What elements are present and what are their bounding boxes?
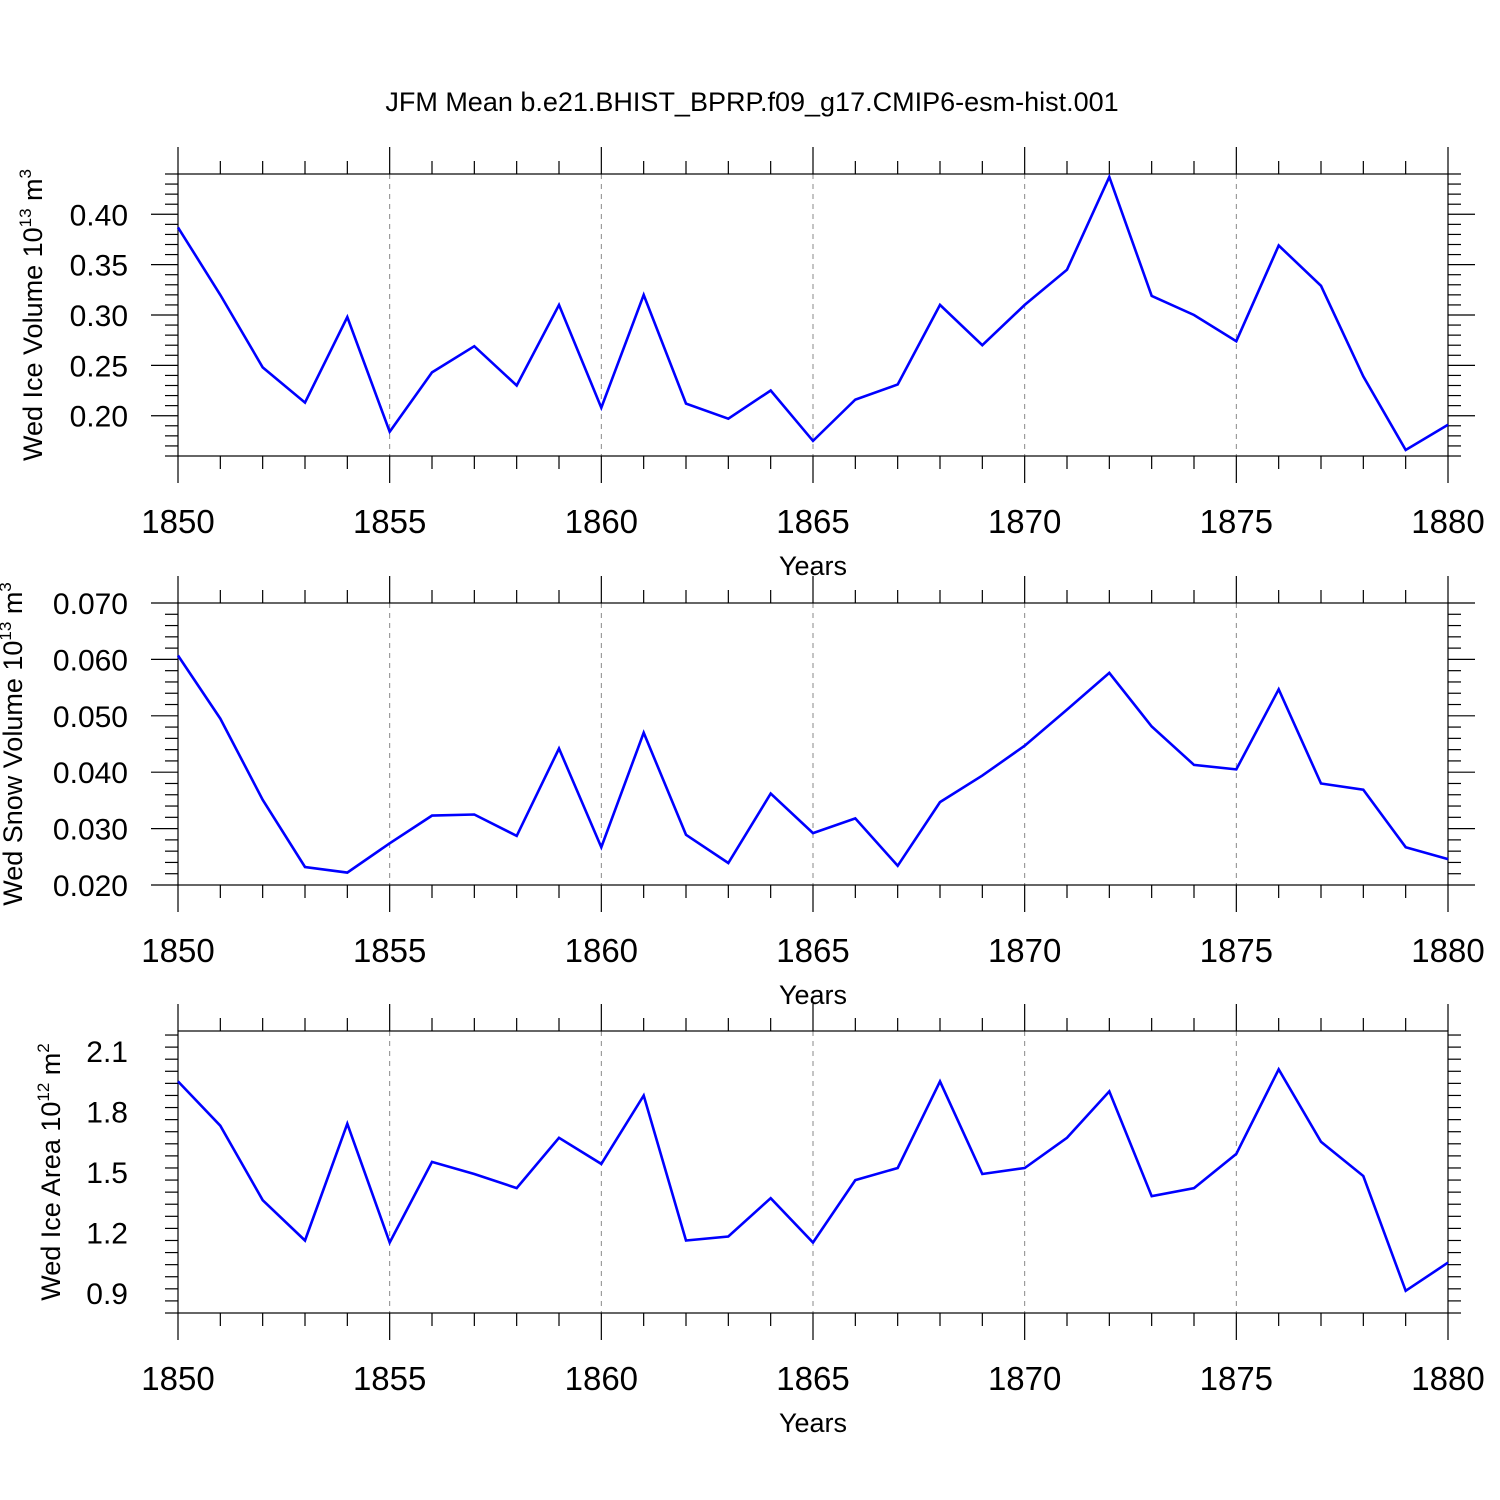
y-tick-label: 0.030 [53,814,128,847]
y-tick-label: 0.070 [53,588,128,621]
y-axis-title: Wed Snow Volume 1013 m3 [0,582,28,906]
x-axis-title: Years [779,1408,847,1438]
chart-panel-2: 0.020 0.030 0.040 0.050 0.060 0.070 1850 1855 18… [0,576,1485,1010]
x-tick-label: 1860 [565,932,638,969]
x-tick-label: 1860 [565,1360,638,1397]
x-tick-label: 1880 [1411,1360,1484,1397]
x-tick-label: 1875 [1200,503,1273,540]
y-tick-label: 0.050 [53,701,128,734]
y-axis-title-exponent: 13 [0,622,15,641]
x-tick-label: 1850 [141,503,214,540]
y-tick-label: 0.25 [70,350,128,383]
y-axis-title-unit-exponent: 3 [16,169,35,178]
y-tick-label: 0.060 [53,644,128,677]
y-tick-label: 1.5 [86,1157,128,1190]
y-axis-title-unit: m [0,592,28,622]
x-tick-label: 1855 [353,932,426,969]
y-tick-label: 0.9 [86,1278,128,1311]
x-tick-label: 1880 [1411,503,1484,540]
chart-title: JFM Mean b.e21.BHIST_BPRP.f09_g17.CMIP6-… [385,87,1118,117]
x-tick-label: 1850 [141,1360,214,1397]
x-tick-label: 1865 [776,1360,849,1397]
y-tick-label: 1.8 [86,1097,128,1130]
x-tick-label: 1860 [565,503,638,540]
x-tick-label: 1870 [988,932,1061,969]
y-tick-label: 0.30 [70,300,128,333]
x-tick-label: 1855 [353,503,426,540]
chart-panel-3: 0.9 1.2 1.5 1.8 2.1 1850 1855 1860 1865 1870 1875 1… [34,1004,1485,1438]
y-axis-title-text: Wed Ice Area 10 [36,1102,66,1301]
y-axis-title-text: Wed Ice Volume 10 [18,227,48,461]
x-tick-label: 1870 [988,1360,1061,1397]
y-tick-label: 0.040 [53,757,128,790]
x-tick-label: 1870 [988,503,1061,540]
x-tick-label: 1880 [1411,932,1484,969]
y-tick-label: 0.35 [70,250,128,283]
y-tick-label: 2.1 [86,1036,128,1069]
x-tick-label: 1850 [141,932,214,969]
y-axis-title: Wed Ice Area 1012 m2 [34,1043,66,1301]
y-axis-title-unit-exponent: 2 [34,1043,53,1052]
x-tick-label: 1875 [1200,932,1273,969]
y-axis-title-unit: m [18,178,48,208]
x-tick-label: 1855 [353,1360,426,1397]
y-axis-title-text: Wed Snow Volume 10 [0,641,28,906]
y-axis-title-unit: m [36,1053,66,1083]
y-tick-label: 0.40 [70,199,128,232]
x-tick-label: 1865 [776,932,849,969]
y-tick-label: 1.2 [86,1217,128,1250]
chart-panel-1: 0.20 0.25 0.30 0.35 0.40 1850 1855 1860 1865 1870… [16,147,1485,581]
y-axis-title: Wed Ice Volume 1013 m3 [16,169,48,461]
y-tick-label: 0.20 [70,401,128,434]
x-tick-label: 1875 [1200,1360,1273,1397]
y-tick-label: 0.020 [53,870,128,903]
y-axis-title-unit-exponent: 3 [0,582,15,591]
x-tick-label: 1865 [776,503,849,540]
y-axis-title-exponent: 12 [34,1083,53,1102]
y-axis-title-exponent: 13 [16,208,35,227]
